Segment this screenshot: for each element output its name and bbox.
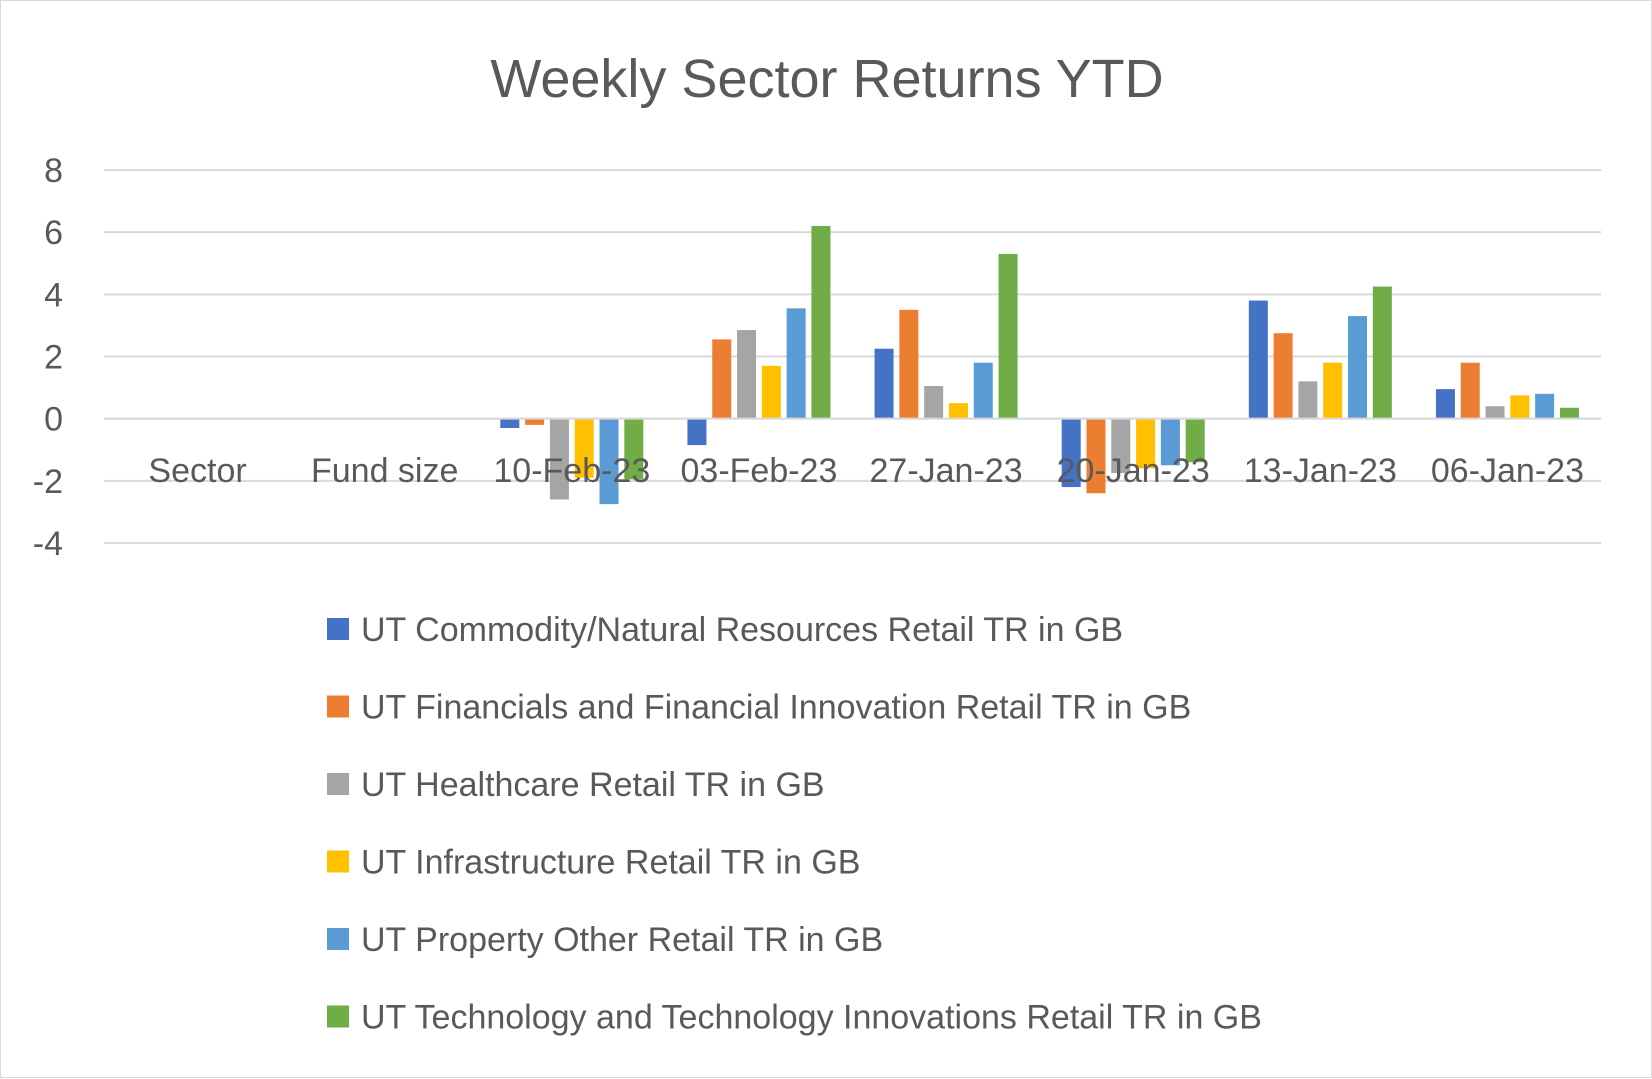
bar-3-27-jan-23: [924, 386, 944, 419]
chart-title: Weekly Sector Returns YTD: [490, 49, 1163, 109]
bar-4-06-jan-23: [1510, 395, 1530, 419]
bar-1-06-jan-23: [1435, 389, 1455, 419]
bar-1-10-feb-23: [500, 418, 520, 428]
legend-label: UT Infrastructure Retail TR in GB: [361, 844, 860, 882]
y-tick-label: 8: [44, 152, 63, 190]
x-tick-label: 27-Jan-23: [870, 452, 1023, 490]
legend-swatch: [327, 773, 349, 795]
bar-3-06-jan-23: [1485, 406, 1505, 419]
bar-6-10-feb-23: [624, 418, 644, 480]
x-tick-label: 13-Jan-23: [1244, 452, 1397, 490]
bar-1-20-jan-23: [1061, 418, 1081, 488]
bar-1-27-jan-23: [874, 348, 894, 419]
legend-label: UT Technology and Technology Innovations…: [361, 999, 1262, 1037]
bar-3-10-feb-23: [549, 418, 569, 500]
y-tick-label: 0: [44, 401, 63, 439]
y-axis: 8 6 4 2 0 -2 -4: [33, 152, 63, 563]
bar-6-13-jan-23: [1372, 286, 1392, 419]
bar-5-27-jan-23: [973, 362, 993, 419]
legend-swatch: [327, 928, 349, 950]
x-tick-label: Fund size: [311, 452, 458, 490]
bar-4-27-jan-23: [948, 403, 968, 419]
x-tick-label: 20-Jan-23: [1057, 452, 1210, 490]
y-tick-label: -2: [33, 463, 63, 501]
y-tick-label: 4: [44, 276, 63, 314]
bar-6-20-jan-23: [1185, 418, 1205, 463]
x-tick-label: Sector: [148, 452, 246, 490]
bar-5-13-jan-23: [1348, 316, 1368, 419]
y-tick-label: -4: [33, 525, 63, 563]
bar-4-13-jan-23: [1323, 362, 1343, 419]
legend-swatch: [327, 618, 349, 640]
bar-5-03-feb-23: [786, 308, 806, 419]
x-tick-label: 06-Jan-23: [1431, 452, 1584, 490]
bar-6-27-jan-23: [998, 253, 1018, 419]
legend-swatch: [327, 1005, 349, 1028]
bar-4-20-jan-23: [1136, 418, 1156, 469]
bar-2-13-jan-23: [1273, 333, 1293, 419]
y-tick-label: 2: [44, 339, 63, 377]
x-axis: Sector Fund size 10-Feb-23 03-Feb-23 27-Jan-…: [148, 452, 1584, 490]
legend: UT Commodity/Natural Resources Retail TR…: [327, 611, 1262, 1037]
bar-2-06-jan-23: [1460, 362, 1480, 419]
bar-6-06-jan-23: [1559, 407, 1579, 419]
x-tick-label: 03-Feb-23: [681, 452, 838, 490]
bar-3-20-jan-23: [1111, 418, 1131, 474]
bar-2-10-feb-23: [525, 418, 545, 425]
bar-4-10-feb-23: [574, 418, 594, 478]
bar-5-06-jan-23: [1535, 393, 1555, 419]
bar-1-13-jan-23: [1248, 300, 1268, 419]
bar-5-10-feb-23: [599, 418, 619, 505]
bar-2-20-jan-23: [1086, 418, 1106, 494]
bar-4-03-feb-23: [761, 365, 781, 419]
y-tick-label: 6: [44, 214, 63, 252]
x-tick-label: 10-Feb-23: [493, 452, 650, 490]
bar-1-03-feb-23: [687, 418, 707, 446]
bar-2-27-jan-23: [899, 309, 919, 419]
bar-3-03-feb-23: [737, 330, 757, 419]
bars: [104, 225, 1601, 505]
legend-swatch: [327, 695, 349, 718]
bar-5-20-jan-23: [1160, 418, 1180, 466]
bar-2-03-feb-23: [712, 339, 732, 419]
bar-3-13-jan-23: [1298, 381, 1318, 419]
bar-6-03-feb-23: [811, 225, 831, 419]
legend-label: UT Property Other Retail TR in GB: [361, 921, 883, 959]
legend-label: UT Commodity/Natural Resources Retail TR…: [361, 611, 1123, 649]
legend-swatch: [327, 850, 349, 873]
legend-label: UT Healthcare Retail TR in GB: [361, 766, 825, 804]
legend-label: UT Financials and Financial Innovation R…: [361, 689, 1191, 727]
